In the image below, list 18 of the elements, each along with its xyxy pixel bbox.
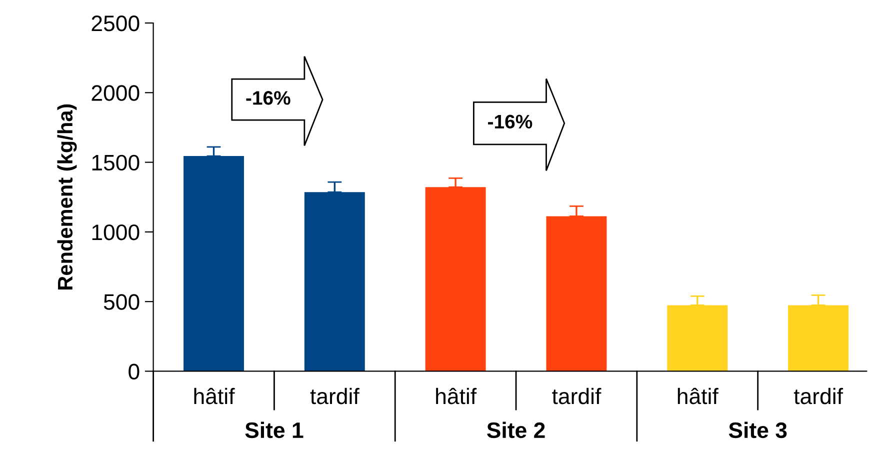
x-tick-label: tardif: [552, 388, 602, 404]
y-tick-label: 2000: [92, 85, 140, 101]
annotation: -16%: [488, 114, 532, 129]
x-tick-label: tardif: [310, 388, 360, 404]
text: Site 1: [245, 422, 304, 438]
y-tick-label: 0: [128, 364, 140, 380]
text: Site 3: [728, 422, 787, 438]
x-tick-label: hâtif: [194, 388, 235, 404]
annotation: -16%: [246, 91, 290, 105]
y-tick-label: 1500: [92, 154, 140, 171]
text: Site 2: [487, 422, 545, 438]
y-tick-label: 2500: [92, 16, 140, 32]
y-axis-title: Rendement (kg/ha): [57, 104, 77, 290]
x-tick-label: hâtif: [436, 388, 477, 404]
x-tick-label: tardif: [794, 388, 844, 404]
y-tick-label: 500: [104, 294, 140, 310]
y-tick-label: 1000: [92, 224, 140, 240]
x-tick-label: hâtif: [678, 388, 718, 404]
